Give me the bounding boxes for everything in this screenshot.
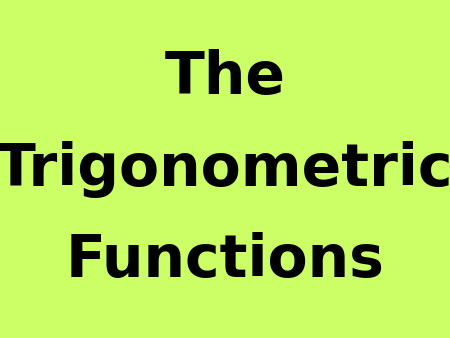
Text: Trigonometric: Trigonometric [0, 141, 450, 197]
Text: The: The [165, 49, 285, 106]
Text: Functions: Functions [66, 232, 384, 289]
